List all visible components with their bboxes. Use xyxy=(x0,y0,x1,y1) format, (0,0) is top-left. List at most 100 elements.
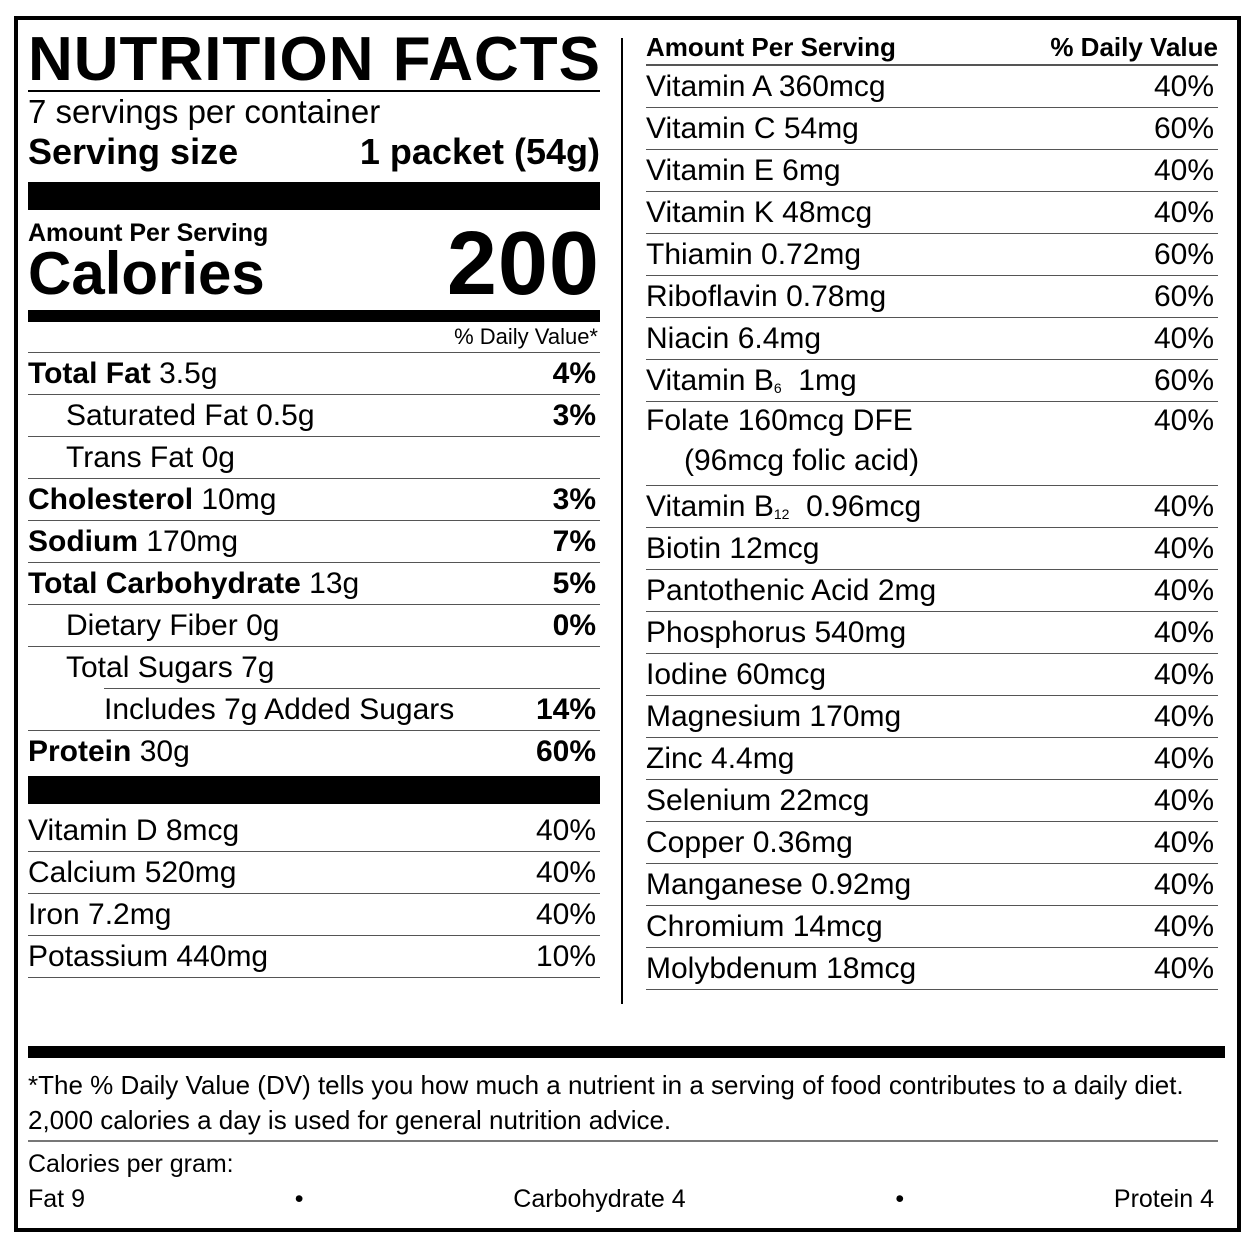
thick-divider-bottom xyxy=(28,776,600,804)
vitamin-row: Manganese 0.92mg 40% xyxy=(646,864,1218,906)
nutrient-dv: 5% xyxy=(552,566,596,600)
vitamin-text: Vitamin B6 1mg xyxy=(646,364,857,398)
calories-row: Calories 200 xyxy=(28,219,600,309)
footnote-line-1: *The % Daily Value (DV) tells you how mu… xyxy=(28,1070,1184,1100)
vitamin-name: Biotin 12mcg xyxy=(646,531,820,565)
vitamin-subscript: 6 xyxy=(773,379,782,396)
vitamin-text: Vitamin E 6mg xyxy=(646,154,841,188)
vitamin-text: Potassium 440mg xyxy=(28,939,269,973)
vitamin-dv: 40% xyxy=(1153,867,1214,901)
nutrient-name: Protein xyxy=(28,734,132,768)
vitamin-dv: 60% xyxy=(1153,111,1214,145)
nutrient-dv: 3% xyxy=(552,482,596,516)
vitamin-name: Chromium 14mcg xyxy=(646,909,883,943)
vitamin-name: Selenium 22mcg xyxy=(646,783,870,817)
nutrient-row-dietary-fiber: Dietary Fiber 0g 0% xyxy=(28,604,600,646)
serving-size-row: Serving size 1 packet (54g) xyxy=(28,132,600,172)
vitamin-dv: 40% xyxy=(1153,783,1214,817)
vitamin-dv: 40% xyxy=(1153,951,1214,985)
vitamin-text: Molybdenum 18mcg xyxy=(646,952,916,986)
nutrient-row-saturated-fat: Saturated Fat 0.5g 3% xyxy=(28,394,600,436)
vitamin-amount: 1mg xyxy=(781,363,857,397)
label-title: NUTRITION FACTS xyxy=(28,25,601,94)
nutrient-amount: 170mg xyxy=(146,524,239,558)
amount-per-serving: Amount Per Serving xyxy=(28,219,269,247)
vitamin-text: Iodine 60mcg xyxy=(646,658,826,692)
vitamin-text: Iron 7.2mg xyxy=(28,897,172,931)
vitamin-name: Molybdenum 18mcg xyxy=(646,951,917,985)
label-right-column: Amount Per Serving % Daily Value Vitamin… xyxy=(646,30,1218,990)
vitamin-row: Vitamin A 360mcg 40% xyxy=(646,66,1218,108)
vitamin-name: Iodine 60mcg xyxy=(646,657,827,691)
vitamin-row: Zinc 4.4mg 40% xyxy=(646,738,1218,780)
vitamin-dv: 40% xyxy=(1153,404,1214,437)
vitamin-text: Magnesium 170mg xyxy=(646,700,901,734)
vitamin-dv: 40% xyxy=(1153,321,1214,355)
vitamin-text: Zinc 4.4mg xyxy=(646,742,794,776)
nutrient-amount: 0.5g xyxy=(256,398,315,432)
footnote-line-2: 2,000 calories a day is used for general… xyxy=(28,1105,672,1135)
nutrient-amount: 3.5g xyxy=(159,356,218,390)
nutrient-amount: 7g xyxy=(241,650,275,684)
servings-per-container: 7 servings per container xyxy=(28,90,600,132)
vitamin-text: Phosphorus 540mg xyxy=(646,616,906,650)
calories-label: Calories xyxy=(28,240,265,307)
vitamin-dv: 40% xyxy=(1153,573,1214,607)
vitamin-name: Magnesium 170mg xyxy=(646,699,902,733)
footnote: *The % Daily Value (DV) tells you how mu… xyxy=(28,1068,1225,1138)
vitamin-name: Vitamin B xyxy=(646,489,774,523)
thick-divider xyxy=(28,182,600,210)
vitamin-text: Vitamin D 8mcg xyxy=(28,813,240,847)
vitamin-name: Vitamin A 360mcg xyxy=(646,69,886,103)
right-header-amount: Amount Per Serving xyxy=(646,32,896,62)
footnote-divider xyxy=(28,1046,1225,1058)
vitamin-row: Vitamin D 8mcg 40% xyxy=(28,810,600,852)
nutrient-dv: 7% xyxy=(552,524,596,558)
vitamin-text: Vitamin A 360mcg xyxy=(646,70,886,104)
nutrient-dv: 14% xyxy=(535,692,596,726)
vitamin-dv: 40% xyxy=(1153,195,1214,229)
vitamin-text: Niacin 6.4mg xyxy=(646,322,821,356)
vitamin-row: Molybdenum 18mcg 40% xyxy=(646,948,1218,990)
nutrient-name: Dietary Fiber xyxy=(66,608,238,642)
footnote-rule xyxy=(28,1140,1218,1142)
nutrient-dv: 60% xyxy=(535,734,596,768)
medium-divider xyxy=(28,310,600,322)
nutrient-amount: 0g xyxy=(201,440,235,474)
nutrient-name: Saturated Fat xyxy=(66,398,248,432)
right-header: Amount Per Serving % Daily Value xyxy=(646,30,1218,66)
vitamin-row: Vitamin K 48mcg 40% xyxy=(646,192,1218,234)
vitamin-row: Thiamin 0.72mg 60% xyxy=(646,234,1218,276)
nutrient-row-added-sugars: Includes 7g Added Sugars 14% xyxy=(104,688,600,730)
cpg-carbohydrate: Carbohydrate 4 xyxy=(513,1185,686,1213)
nutrient-amount: 13g xyxy=(309,566,360,600)
nutrient-name: Trans Fat xyxy=(66,440,194,474)
vitamin-row: Copper 0.36mg 40% xyxy=(646,822,1218,864)
nutrient-row-protein: Protein 30g 60% xyxy=(28,730,600,772)
vitamin-dv: 40% xyxy=(1153,153,1214,187)
vitamin-name: Vitamin E 6mg xyxy=(646,153,841,187)
nutrient-name: Total Carbohydrate xyxy=(28,566,301,600)
calories-value: 200 xyxy=(446,214,600,314)
nutrient-dv: 3% xyxy=(552,398,596,432)
nutrient-amount: 10mg xyxy=(201,482,277,516)
vitamin-row: Potassium 440mg 10% xyxy=(28,936,600,978)
vitamin-dv: 40% xyxy=(1153,489,1214,523)
vitamin-name: Vitamin C 54mg xyxy=(646,111,859,145)
label-left-column: NUTRITION FACTS 7 servings per container… xyxy=(28,25,601,978)
vitamin-dv: 60% xyxy=(1153,363,1214,397)
vitamin-dv: 40% xyxy=(535,813,596,847)
vitamin-row: Phosphorus 540mg 40% xyxy=(646,612,1218,654)
vitamin-dv: 40% xyxy=(1153,825,1214,859)
nutrient-row-trans-fat: Trans Fat 0g xyxy=(28,436,600,478)
vitamin-text: Folate 160mcg DFE (96mcg folic acid) xyxy=(646,404,919,478)
calories-per-gram-row: Fat 9 • Carbohydrate 4 • Protein 4 xyxy=(28,1183,1214,1215)
vitamin-name: Pantothenic Acid 2mg xyxy=(646,573,937,607)
bullet-separator: • xyxy=(294,1185,304,1213)
vitamin-second-line: (96mcg folic acid) xyxy=(684,444,920,477)
nutrient-row-sodium: Sodium 170mg 7% xyxy=(28,520,600,562)
nutrient-amount: 30g xyxy=(139,734,190,768)
vitamin-text: Manganese 0.92mg xyxy=(646,868,911,902)
column-divider xyxy=(621,38,623,1004)
vitamin-row: Vitamin C 54mg 60% xyxy=(646,108,1218,150)
